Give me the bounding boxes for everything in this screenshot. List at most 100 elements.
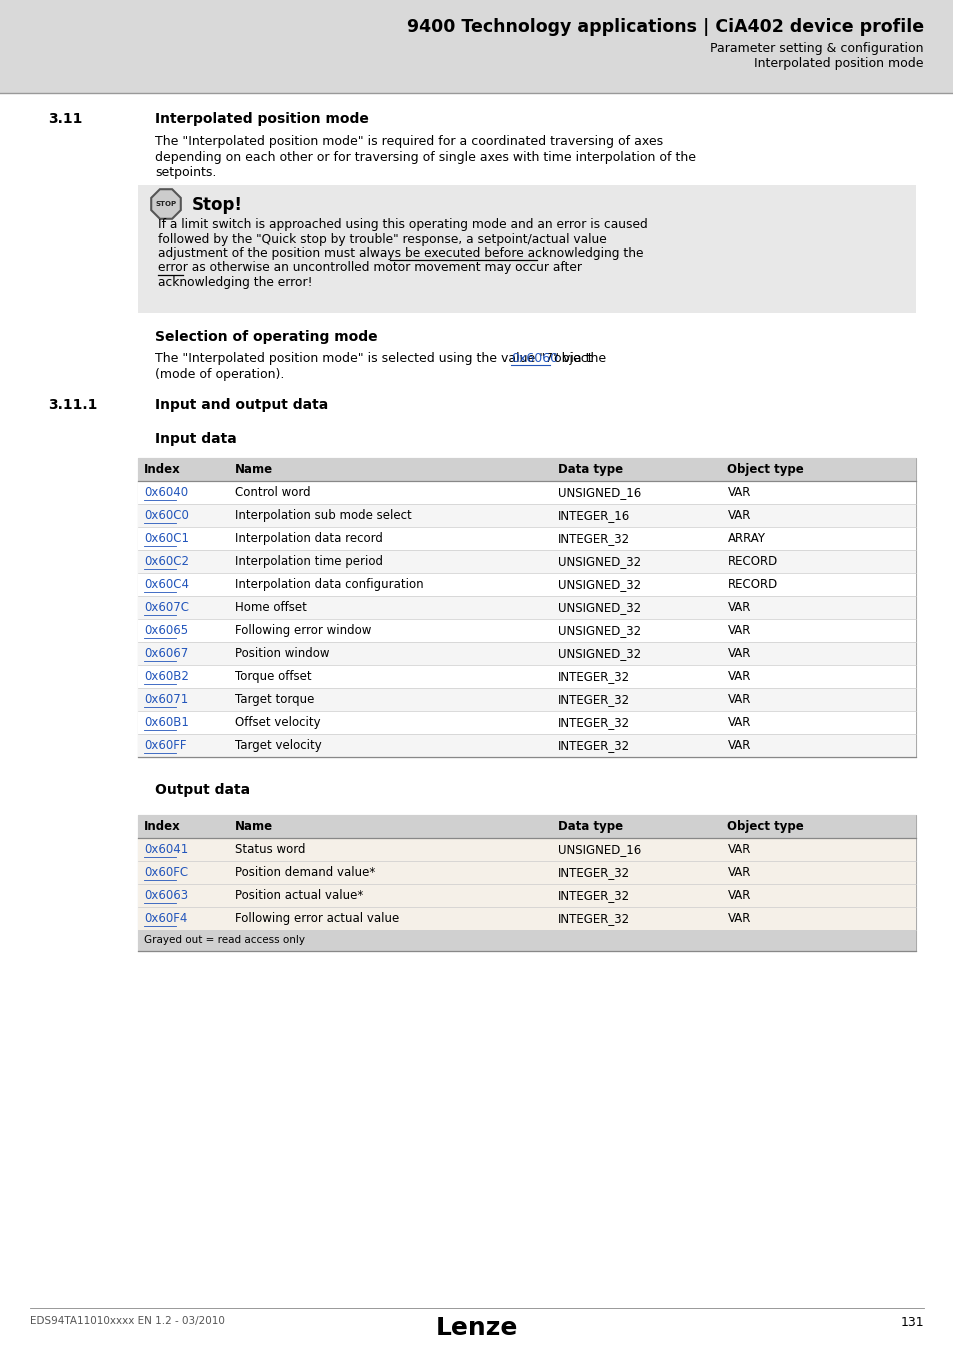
Text: 0x6040: 0x6040 — [144, 486, 188, 500]
Text: INTEGER_32: INTEGER_32 — [558, 738, 629, 752]
Bar — [138, 185, 915, 313]
Text: Home offset: Home offset — [234, 601, 307, 614]
Text: depending on each other or for traversing of single axes with time interpolation: depending on each other or for traversin… — [154, 150, 696, 163]
Bar — [138, 734, 915, 757]
Bar — [138, 815, 915, 838]
Text: VAR: VAR — [727, 647, 750, 660]
Text: If a limit switch is approached using this operating mode and an error is caused: If a limit switch is approached using th… — [158, 217, 647, 231]
Text: Torque offset: Torque offset — [234, 670, 312, 683]
Text: 0x6041: 0x6041 — [144, 842, 188, 856]
Text: INTEGER_16: INTEGER_16 — [558, 509, 630, 522]
Text: 0x60C1: 0x60C1 — [144, 532, 189, 545]
Text: 0x607C: 0x607C — [144, 601, 189, 614]
Text: ARRAY: ARRAY — [727, 532, 764, 545]
Text: INTEGER_32: INTEGER_32 — [558, 670, 629, 683]
Text: EDS94TA11010xxxx EN 1.2 - 03/2010: EDS94TA11010xxxx EN 1.2 - 03/2010 — [30, 1316, 225, 1326]
Text: VAR: VAR — [727, 670, 750, 683]
Text: VAR: VAR — [727, 738, 750, 752]
Text: Interpolation data record: Interpolation data record — [234, 532, 382, 545]
Bar — [138, 907, 915, 930]
Text: INTEGER_32: INTEGER_32 — [558, 693, 629, 706]
Bar — [138, 861, 915, 884]
Bar — [138, 572, 915, 595]
Text: UNSIGNED_32: UNSIGNED_32 — [558, 624, 640, 637]
Text: adjustment of the position must always be executed before acknowledging the: adjustment of the position must always b… — [158, 247, 643, 261]
Text: Position actual value*: Position actual value* — [234, 890, 363, 902]
Bar — [138, 688, 915, 711]
Bar — [138, 620, 915, 643]
Text: error as otherwise an uncontrolled motor movement may occur after: error as otherwise an uncontrolled motor… — [158, 262, 581, 274]
Text: Target velocity: Target velocity — [234, 738, 321, 752]
Bar — [138, 930, 915, 950]
Text: RECORD: RECORD — [727, 578, 777, 591]
Polygon shape — [152, 189, 180, 219]
Text: INTEGER_32: INTEGER_32 — [558, 716, 629, 729]
Text: 0x60FF: 0x60FF — [144, 738, 186, 752]
Text: 0x60FC: 0x60FC — [144, 865, 188, 879]
Text: 3.11: 3.11 — [48, 112, 82, 126]
Text: Grayed out = read access only: Grayed out = read access only — [144, 936, 305, 945]
Text: 0x6063: 0x6063 — [144, 890, 188, 902]
Text: Name: Name — [234, 819, 273, 833]
Text: VAR: VAR — [727, 913, 750, 925]
Text: The "Interpolated position mode" is required for a coordinated traversing of axe: The "Interpolated position mode" is requ… — [154, 135, 662, 148]
Text: Stop!: Stop! — [192, 196, 243, 215]
Text: Data type: Data type — [558, 819, 622, 833]
Text: (mode of operation).: (mode of operation). — [154, 369, 284, 381]
Text: Index: Index — [144, 819, 180, 833]
Text: Control word: Control word — [234, 486, 311, 500]
Text: Target torque: Target torque — [234, 693, 314, 706]
Text: Name: Name — [234, 463, 273, 477]
Text: VAR: VAR — [727, 842, 750, 856]
Bar — [138, 711, 915, 734]
Text: UNSIGNED_32: UNSIGNED_32 — [558, 578, 640, 591]
Text: 0x60C4: 0x60C4 — [144, 578, 189, 591]
Text: UNSIGNED_32: UNSIGNED_32 — [558, 601, 640, 614]
Text: acknowledging the error!: acknowledging the error! — [158, 275, 313, 289]
Text: Output data: Output data — [154, 783, 250, 796]
Text: Interpolation time period: Interpolation time period — [234, 555, 382, 568]
Text: Interpolation data configuration: Interpolation data configuration — [234, 578, 423, 591]
Text: UNSIGNED_16: UNSIGNED_16 — [558, 842, 640, 856]
Text: The "Interpolated position mode" is selected using the value "7" via the: The "Interpolated position mode" is sele… — [154, 352, 610, 365]
Text: VAR: VAR — [727, 509, 750, 522]
Bar — [138, 838, 915, 861]
Text: 0x60B2: 0x60B2 — [144, 670, 189, 683]
Text: Object type: Object type — [727, 819, 803, 833]
Text: 0x60C2: 0x60C2 — [144, 555, 189, 568]
Text: Selection of operating mode: Selection of operating mode — [154, 329, 377, 344]
Bar — [0, 0, 953, 93]
Text: INTEGER_32: INTEGER_32 — [558, 913, 629, 925]
Bar — [138, 595, 915, 620]
Text: Input and output data: Input and output data — [154, 398, 328, 412]
Text: INTEGER_32: INTEGER_32 — [558, 532, 629, 545]
Text: Position demand value*: Position demand value* — [234, 865, 375, 879]
Bar — [138, 458, 915, 481]
Text: 0x6071: 0x6071 — [144, 693, 188, 706]
Text: INTEGER_32: INTEGER_32 — [558, 865, 629, 879]
Text: Offset velocity: Offset velocity — [234, 716, 320, 729]
Text: 0x6060: 0x6060 — [511, 352, 558, 365]
Text: VAR: VAR — [727, 890, 750, 902]
Text: VAR: VAR — [727, 601, 750, 614]
Text: Interpolated position mode: Interpolated position mode — [154, 112, 369, 126]
Text: 3.11.1: 3.11.1 — [48, 398, 97, 412]
Text: Lenze: Lenze — [436, 1316, 517, 1341]
Text: VAR: VAR — [727, 865, 750, 879]
Text: Status word: Status word — [234, 842, 305, 856]
Text: Following error actual value: Following error actual value — [234, 913, 399, 925]
Text: 9400 Technology applications | CiA402 device profile: 9400 Technology applications | CiA402 de… — [406, 18, 923, 36]
Text: object: object — [550, 352, 592, 365]
Text: UNSIGNED_16: UNSIGNED_16 — [558, 486, 640, 500]
Bar — [138, 884, 915, 907]
Bar — [138, 549, 915, 572]
Text: UNSIGNED_32: UNSIGNED_32 — [558, 647, 640, 660]
Text: VAR: VAR — [727, 716, 750, 729]
Text: UNSIGNED_32: UNSIGNED_32 — [558, 555, 640, 568]
Text: Data type: Data type — [558, 463, 622, 477]
Bar — [138, 526, 915, 549]
Text: Position window: Position window — [234, 647, 329, 660]
Text: VAR: VAR — [727, 693, 750, 706]
Bar — [138, 481, 915, 504]
Text: 131: 131 — [900, 1316, 923, 1328]
